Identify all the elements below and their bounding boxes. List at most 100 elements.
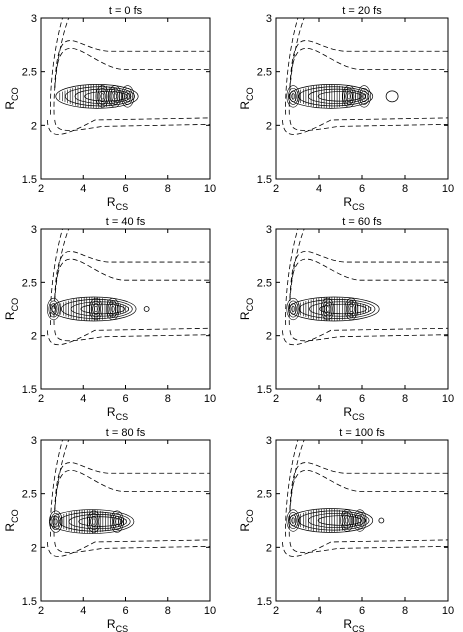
packet-peak-contour <box>122 87 133 105</box>
packet-envelope <box>80 303 126 315</box>
packet-peak-contour <box>90 515 98 528</box>
packet-peak-contour <box>286 297 300 321</box>
x-tick-label: 2 <box>273 183 279 195</box>
x-tick-label: 4 <box>316 183 322 195</box>
packet-peak-contour <box>98 90 106 103</box>
x-tick-label: 2 <box>38 183 44 195</box>
potential-upper-contour <box>289 462 448 510</box>
packet-envelope <box>78 516 124 527</box>
potential-wall-contour <box>285 229 299 326</box>
x-tick-label: 10 <box>442 183 454 195</box>
packet-peak-contour <box>353 509 367 532</box>
packet-peak-contour <box>89 297 103 321</box>
potential-upper-contour <box>289 47 448 88</box>
packet-envelope <box>288 84 374 109</box>
wavepacket-contours <box>286 508 385 533</box>
packet-peak-contour <box>341 512 353 529</box>
x-tick-label: 8 <box>165 393 171 405</box>
packet-peak-contour <box>357 517 362 524</box>
packet-peak-contour <box>344 297 358 321</box>
packet-peak-contour <box>356 514 364 527</box>
packet-peak-contour <box>113 93 117 100</box>
wavepacket-contours <box>46 296 150 322</box>
packet-peak-contour <box>289 90 297 103</box>
packet-peak-contour <box>324 303 332 315</box>
panel-title: t = 40 fs <box>106 216 146 228</box>
y-tick-label: 2 <box>31 542 37 554</box>
y-tick-label: 1.5 <box>257 174 272 186</box>
packet-envelope <box>288 508 374 533</box>
packet-envelope <box>65 86 135 107</box>
x-tick-label: 6 <box>122 605 128 617</box>
packet-peak-contour <box>52 515 60 528</box>
potential-upper-contour <box>54 462 210 510</box>
packet-peak-contour <box>49 510 63 533</box>
potential-upper-contour <box>54 469 210 510</box>
x-tick-label: 4 <box>80 183 86 195</box>
axes-frame <box>275 439 449 602</box>
packet-peak-contour <box>51 305 56 312</box>
x-axis-label: RCS <box>343 617 364 632</box>
x-tick-label: 10 <box>442 393 454 405</box>
x-tick-label: 2 <box>273 605 279 617</box>
y-axis-label: RCO <box>238 87 255 109</box>
panel-title: t = 0 fs <box>109 5 143 17</box>
packet-envelope <box>51 296 137 322</box>
y-tick-label: 2 <box>31 120 37 132</box>
packet-peak-contour <box>347 93 352 100</box>
x-axis-label: RCS <box>343 405 364 422</box>
potential-upper-contour <box>289 258 448 299</box>
packet-envelope <box>60 299 133 319</box>
packet-peak-contour <box>111 90 119 103</box>
potential-lower-contour <box>289 541 448 553</box>
x-tick-label: 4 <box>316 393 322 405</box>
packet-peak-contour <box>92 303 100 315</box>
packet-peak-contour <box>342 85 356 108</box>
packet-peak-contour <box>286 85 300 108</box>
packet-peak-contour <box>124 90 132 103</box>
potential-lower-contour <box>289 330 448 342</box>
x-tick-label: 10 <box>204 393 216 405</box>
y-tick-label: 3 <box>31 13 37 25</box>
x-axis-label: RCS <box>343 195 364 212</box>
x-tick-label: 2 <box>38 393 44 405</box>
y-tick-label: 1.5 <box>257 596 272 608</box>
potential-upper-contour <box>289 251 448 299</box>
y-axis-label: RCO <box>3 87 20 109</box>
x-tick-label: 8 <box>165 183 171 195</box>
x-axis-label: RCS <box>107 617 128 632</box>
x-tick-label: 4 <box>80 605 86 617</box>
y-tick-label: 3 <box>266 13 272 25</box>
x-tick-label: 2 <box>273 393 279 405</box>
y-tick-label: 2 <box>266 331 272 343</box>
potential-lower-contour <box>282 539 448 557</box>
packet-peak-contour <box>291 517 296 524</box>
packet-peak-contour <box>113 515 121 528</box>
x-tick-label: 6 <box>359 393 365 405</box>
packet-peak-contour <box>325 305 330 312</box>
panel-title: t = 60 fs <box>342 216 382 228</box>
x-tick-label: 4 <box>316 605 322 617</box>
x-tick-label: 8 <box>402 393 408 405</box>
packet-peak-contour <box>125 93 130 100</box>
axes-frame <box>275 17 449 180</box>
y-tick-label: 1.5 <box>22 384 37 396</box>
packet-envelope <box>55 84 139 109</box>
x-tick-label: 6 <box>359 183 365 195</box>
y-tick-label: 1.5 <box>22 596 37 608</box>
packet-peak-contour <box>359 87 370 105</box>
packet-peak-contour <box>354 512 365 529</box>
y-tick-label: 3 <box>31 435 37 447</box>
packet-peak-contour <box>288 87 299 105</box>
wavepacket-contours <box>49 509 135 534</box>
x-tick-label: 10 <box>204 605 216 617</box>
packet-peak-contour <box>345 90 353 103</box>
packet-peak-contour <box>344 87 355 105</box>
packet-envelope <box>298 86 370 107</box>
x-tick-label: 2 <box>38 605 44 617</box>
packet-peak-contour <box>100 93 105 100</box>
potential-wall-contour <box>288 18 305 115</box>
packet-peak-contour <box>106 297 120 321</box>
